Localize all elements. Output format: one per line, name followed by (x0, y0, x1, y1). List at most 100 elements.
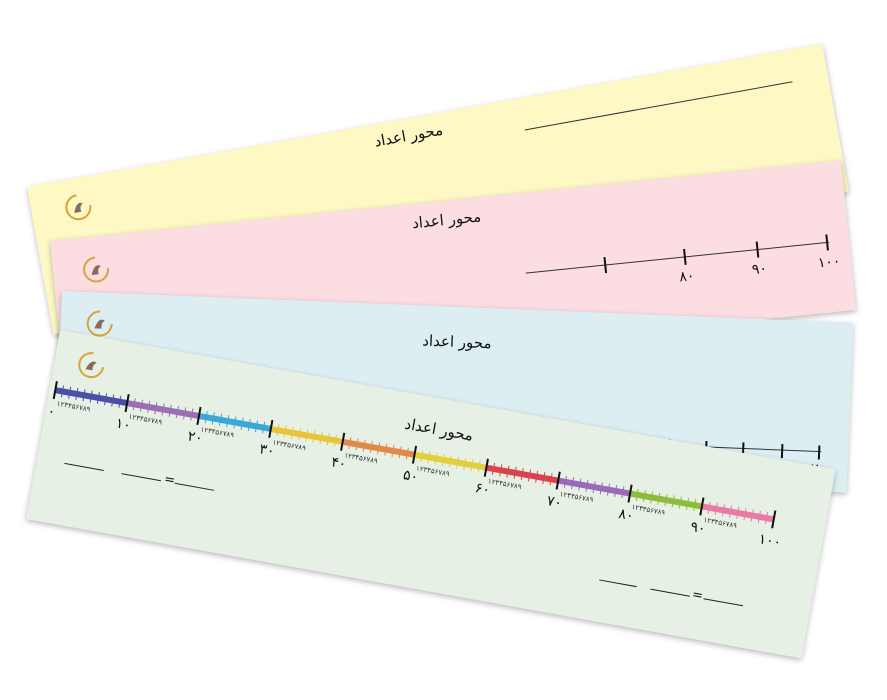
minor-tick (262, 421, 266, 434)
card-title: محور اعداد (411, 207, 482, 233)
major-tick (268, 419, 274, 438)
minor-tick (657, 492, 661, 505)
major-tick-label: ۸۰ (617, 506, 635, 524)
number-line-axis (524, 81, 793, 131)
minor-tick (290, 426, 294, 439)
minor-tick (592, 481, 596, 494)
minor-digits: ۱۲۳۴۵۶۷۸۹ (56, 400, 91, 414)
minor-tick (635, 488, 639, 501)
minor-tick (211, 412, 215, 425)
minor-tick (75, 387, 79, 400)
minor-digits: ۱۲۳۴۵۶۷۸۹ (200, 426, 235, 440)
major-tick (52, 381, 58, 400)
minor-tick (226, 415, 230, 428)
minor-tick (312, 430, 316, 443)
minor-tick (765, 512, 769, 525)
minor-tick (89, 390, 93, 403)
minor-tick (183, 407, 187, 420)
minor-tick (499, 464, 503, 477)
minor-digits: ۱۲۳۴۵۶۷۸۹ (559, 490, 594, 504)
minor-tick (118, 395, 122, 408)
minor-tick (398, 446, 402, 459)
major-tick-label: ۳۰ (258, 441, 276, 459)
minor-tick (391, 444, 395, 457)
tick-label-80: ۸۰ (678, 268, 696, 286)
minor-digits: ۱۲۳۴۵۶۷۸۹ (631, 503, 666, 517)
minor-tick (578, 478, 582, 491)
minor-tick (757, 510, 761, 523)
minor-tick (377, 442, 381, 455)
card-title: محور اعداد (372, 120, 445, 151)
minor-digits: ۱۲۳۴۵۶۷۸۹ (487, 477, 522, 491)
minor-tick (750, 509, 754, 522)
minor-tick (707, 501, 711, 514)
minor-tick (542, 472, 546, 485)
major-tick-label: ۴۰ (330, 454, 348, 472)
minor-tick (362, 439, 366, 452)
minor-tick (348, 437, 352, 450)
minor-tick (736, 506, 740, 519)
logo-icon (80, 253, 113, 286)
minor-tick (355, 438, 359, 451)
minor-tick (111, 394, 115, 407)
major-tick-label: ۱۰۰ (757, 531, 782, 551)
minor-tick (82, 389, 86, 402)
minor-tick (434, 452, 438, 465)
minor-tick (650, 491, 654, 504)
number-line-card-pink: محور اعداد ۸۰ ۹۰ ۱۰۰ (50, 160, 857, 391)
minor-tick (305, 429, 309, 442)
minor-tick (247, 419, 251, 432)
minor-tick (405, 447, 409, 460)
number-line-ruler: ۱۲۳۴۵۶۷۸۹ ۱۲۳۴۵۶۷۸۹ ۱۲۳۴۵۶۷۸۹ ۱۲۳۴۵۶۷۸۹ ۱۲۳۴… (46, 381, 782, 551)
minor-tick (147, 400, 151, 413)
minor-tick (693, 499, 697, 512)
minor-tick (470, 459, 474, 472)
minor-tick (139, 399, 144, 412)
major-tick (411, 445, 418, 464)
minor-tick (68, 386, 72, 399)
minor-tick (664, 494, 668, 506)
minor-tick (563, 475, 567, 488)
minor-tick (678, 496, 682, 509)
minor-tick (513, 466, 517, 479)
logo-icon (74, 348, 109, 383)
minor-tick (190, 408, 194, 421)
minor-tick (204, 411, 208, 424)
major-tick (124, 394, 130, 413)
minor-tick (535, 470, 539, 483)
major-tick (340, 432, 346, 451)
minor-tick (161, 403, 165, 416)
minor-tick (240, 417, 244, 430)
minor-tick (448, 455, 452, 468)
major-tick (699, 497, 705, 516)
minor-tick (333, 434, 338, 447)
major-tick-label: ۲۰ (186, 428, 204, 446)
minor-tick (175, 406, 179, 419)
minor-tick (743, 508, 747, 521)
minor-tick (721, 504, 726, 517)
minor-tick (506, 465, 510, 478)
minor-tick (319, 431, 323, 444)
minor-digits: ۱۲۳۴۵۶۷۸۹ (272, 438, 307, 452)
minor-tick (606, 483, 611, 496)
tick-label-100: ۱۰۰ (817, 253, 842, 272)
minor-digits: ۱۲۳۴۵۶۷۸۹ (415, 464, 450, 478)
minor-tick (369, 441, 373, 453)
minor-tick (326, 433, 330, 446)
minor-tick (298, 428, 302, 441)
major-tick (627, 484, 633, 503)
major-tick (555, 471, 561, 490)
minor-tick (104, 393, 108, 406)
number-line-card-green: محور اعداد ۱۲۳۴۵۶۷۸۹ ۱۲۳۴۵۶۷۸۹ ۱۲۳۴۵۶۷۸۹ ۱۲… (25, 330, 836, 659)
minor-tick (96, 391, 100, 404)
major-tick (196, 406, 202, 426)
minor-tick (276, 424, 280, 437)
minor-tick (168, 404, 172, 417)
logo-icon (61, 190, 96, 225)
minor-digits: ۱۲۳۴۵۶۷۸۹ (128, 413, 163, 427)
card-title: محور اعداد (421, 331, 492, 353)
major-tick (483, 458, 489, 477)
major-tick (771, 510, 777, 529)
minor-tick (132, 398, 136, 411)
major-tick-label: ۶۰ (474, 480, 492, 498)
